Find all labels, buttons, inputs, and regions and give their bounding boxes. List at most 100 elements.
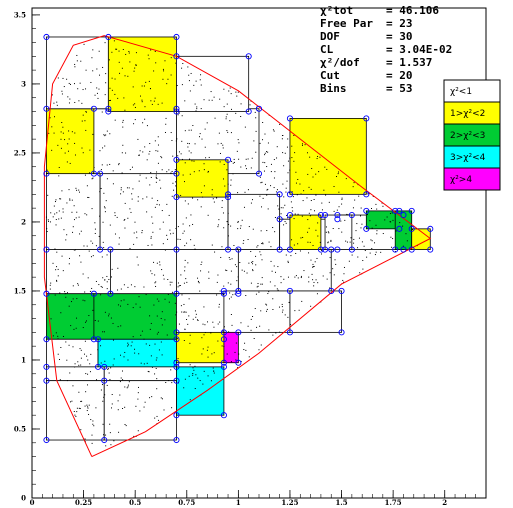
scatter-point — [229, 298, 230, 299]
scatter-point — [101, 362, 102, 363]
scatter-point — [301, 301, 302, 302]
scatter-point — [112, 394, 113, 395]
scatter-point — [134, 68, 135, 69]
scatter-point — [228, 90, 229, 91]
scatter-point — [200, 74, 201, 75]
scatter-point — [209, 157, 210, 158]
scatter-point — [66, 79, 67, 80]
bin-17 — [290, 118, 366, 194]
scatter-point — [114, 358, 115, 359]
scatter-point — [244, 207, 245, 208]
scatter-point — [281, 213, 282, 214]
scatter-point — [211, 91, 212, 92]
scatter-point — [96, 379, 97, 380]
scatter-point — [254, 338, 255, 339]
scatter-point — [82, 121, 83, 122]
scatter-point — [132, 199, 133, 200]
scatter-point — [270, 246, 271, 247]
scatter-point — [146, 343, 147, 344]
scatter-point — [93, 172, 94, 173]
y-tick-label: 1 — [21, 355, 26, 364]
scatter-point — [232, 294, 233, 295]
scatter-point — [315, 261, 316, 262]
scatter-point — [91, 256, 92, 257]
stat-value: = 46.106 — [386, 4, 439, 17]
bin-33 — [104, 367, 176, 381]
scatter-point — [103, 434, 104, 435]
scatter-point — [54, 116, 55, 117]
scatter-point — [101, 188, 102, 189]
scatter-point — [110, 100, 111, 101]
scatter-point — [72, 200, 73, 201]
scatter-point — [171, 57, 172, 58]
scatter-point — [184, 181, 185, 182]
scatter-point — [63, 270, 64, 271]
scatter-point — [200, 133, 201, 134]
scatter-point — [260, 182, 261, 183]
scatter-point — [208, 272, 209, 273]
scatter-point — [77, 408, 78, 409]
scatter-point — [144, 119, 145, 120]
scatter-point — [160, 156, 161, 157]
scatter-point — [137, 139, 138, 140]
scatter-point — [364, 246, 365, 247]
scatter-point — [235, 359, 236, 360]
scatter-point — [191, 73, 192, 74]
scatter-point — [208, 375, 209, 376]
scatter-point — [204, 185, 205, 186]
scatter-point — [121, 300, 122, 301]
scatter-point — [278, 218, 279, 219]
scatter-point — [266, 230, 267, 231]
scatter-point — [327, 242, 328, 243]
scatter-point — [74, 205, 75, 206]
scatter-point — [120, 193, 121, 194]
scatter-point — [110, 225, 111, 226]
scatter-point — [177, 338, 178, 339]
scatter-point — [162, 210, 163, 211]
scatter-point — [332, 268, 333, 269]
scatter-point — [47, 170, 48, 171]
scatter-point — [138, 201, 139, 202]
scatter-point — [104, 394, 105, 395]
scatter-point — [73, 329, 74, 330]
scatter-point — [412, 229, 413, 230]
scatter-point — [197, 378, 198, 379]
scatter-point — [317, 156, 318, 157]
scatter-point — [102, 67, 103, 68]
scatter-point — [69, 198, 70, 199]
scatter-point — [372, 240, 373, 241]
scatter-point — [115, 215, 116, 216]
scatter-point — [287, 317, 288, 318]
scatter-point — [323, 190, 324, 191]
scatter-point — [157, 263, 158, 264]
scatter-point — [109, 424, 110, 425]
scatter-point — [278, 290, 279, 291]
scatter-point — [161, 157, 162, 158]
scatter-point — [337, 210, 338, 211]
scatter-point — [162, 169, 163, 170]
scatter-point — [245, 165, 246, 166]
scatter-point — [260, 310, 261, 311]
scatter-point — [65, 153, 66, 154]
scatter-point — [233, 245, 234, 246]
scatter-point — [286, 188, 287, 189]
scatter-point — [70, 84, 71, 85]
scatter-point — [184, 311, 185, 312]
scatter-point — [134, 349, 135, 350]
scatter-point — [186, 319, 187, 320]
scatter-point — [201, 337, 202, 338]
scatter-point — [72, 232, 73, 233]
scatter-point — [208, 215, 209, 216]
scatter-point — [137, 399, 138, 400]
scatter-point — [177, 155, 178, 156]
scatter-point — [338, 192, 339, 193]
scatter-point — [270, 185, 271, 186]
scatter-point — [148, 245, 149, 246]
scatter-point — [88, 408, 89, 409]
scatter-point — [124, 352, 125, 353]
scatter-point — [113, 183, 114, 184]
scatter-point — [201, 206, 202, 207]
scatter-point — [192, 198, 193, 199]
scatter-point — [267, 309, 268, 310]
scatter-point — [218, 307, 219, 308]
